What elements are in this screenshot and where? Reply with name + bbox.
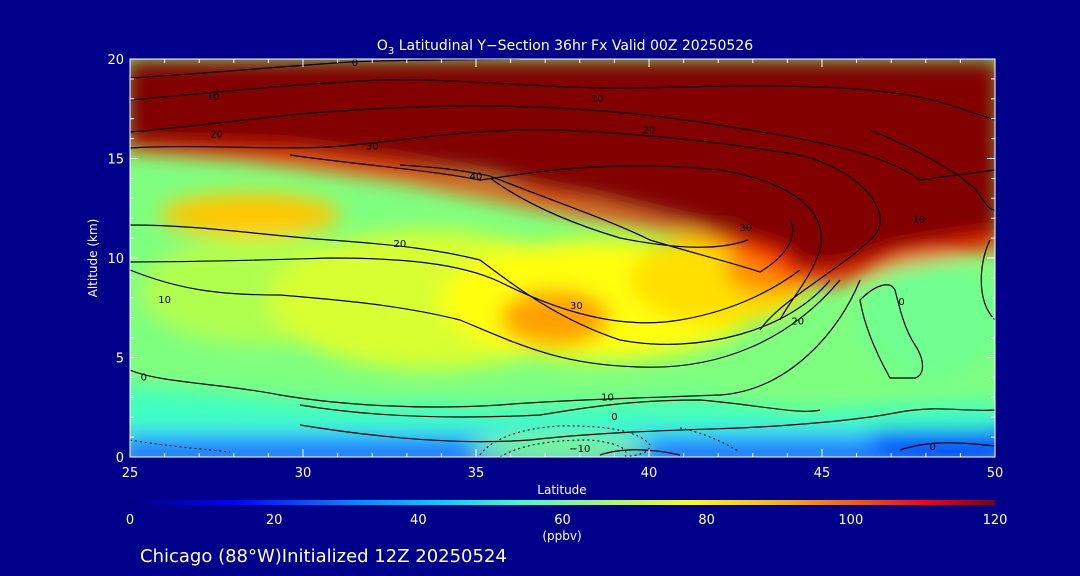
dotted-contours	[130, 425, 741, 457]
contour-60	[489, 177, 749, 248]
contour-label: 30	[366, 142, 379, 153]
x-tick-label: 35	[468, 466, 485, 481]
x-tick-label: 25	[122, 466, 139, 481]
title-o: O	[377, 38, 388, 54]
contour-label: 30	[740, 223, 753, 234]
colorbar-tick-label: 20	[266, 513, 283, 528]
contour-10-low	[299, 399, 821, 418]
colorbar-tick-label: 100	[838, 513, 863, 528]
contour-0-low	[130, 279, 861, 408]
contour-label: 10	[913, 215, 926, 226]
colorbar-ticks: 0 20 40 60 80 100 120	[126, 513, 1008, 528]
contour-0-right	[859, 284, 924, 379]
contour-label: 0	[352, 58, 358, 69]
contour-neg-low	[299, 408, 995, 443]
contour-right-top	[869, 129, 995, 211]
colorbar-tick-label: 0	[126, 513, 134, 528]
contour-10-mid	[130, 269, 841, 368]
contour-label: 30	[570, 301, 583, 312]
x-axis: 25 30 35 40 45 50	[122, 59, 1004, 481]
contour-label: 0	[898, 297, 904, 308]
contour-0-top	[130, 59, 521, 79]
contour-right-edge	[980, 239, 995, 321]
contour-40	[289, 154, 822, 321]
contour-label: 20	[394, 239, 407, 250]
contour-0-sfc-right	[899, 442, 995, 451]
title-subscript: 3	[388, 46, 394, 57]
y-tick-label: 15	[107, 153, 124, 168]
contour-50	[399, 164, 794, 273]
contour-label: 0	[611, 412, 617, 423]
contour-20-mid	[130, 224, 831, 345]
contour-neg10-right	[599, 449, 681, 456]
x-tick-label: 40	[641, 466, 658, 481]
y-axis: 0 5 10 15 20	[107, 53, 995, 466]
title-rest: Latitudinal Y−Section 36hr Fx Valid 00Z …	[394, 38, 753, 54]
contour-label: 20	[643, 126, 656, 137]
contour-labels: 0 10 10 20 20 30 40 30 10 20 10 30 20 0 0 10 0 −10 0	[141, 58, 936, 455]
contour-label: 20	[210, 130, 223, 141]
x-axis-label: Latitude	[537, 483, 586, 497]
contour-label: 10	[601, 392, 614, 403]
dotted-contour-3	[130, 439, 231, 453]
ozone-field	[130, 59, 995, 457]
footer-caption: Chicago (88°W)Initialized 12Z 20250524	[140, 546, 507, 567]
contour-label: 0	[930, 442, 936, 453]
chart-title: O3 Latitudinal Y−Section 36hr Fx Valid 0…	[377, 38, 753, 57]
y-tick-label: 0	[116, 451, 124, 466]
y-tick-label: 10	[107, 252, 124, 267]
contour-label: 10	[591, 94, 604, 105]
contour-20-top	[130, 105, 995, 181]
contour-label: 40	[470, 171, 483, 182]
colorbar-tick-label: 40	[410, 513, 427, 528]
colorbar-tick-label: 60	[554, 513, 571, 528]
dotted-contour-1	[479, 425, 651, 457]
dotted-contour-4	[679, 427, 741, 453]
x-tick-label: 45	[814, 466, 831, 481]
y-axis-label: Altitude (km)	[86, 219, 100, 298]
contour-30-mid	[130, 257, 801, 324]
y-tick-label: 5	[116, 352, 124, 367]
contour-30-top	[130, 129, 881, 331]
colorbar-tick-label: 80	[698, 513, 715, 528]
x-tick-label: 30	[295, 466, 312, 481]
dotted-contour-2	[499, 439, 627, 457]
colorbar	[130, 500, 995, 505]
colorbar-tick-label: 120	[983, 513, 1008, 528]
colorbar-unit: (ppbv)	[542, 529, 581, 543]
contour-label: −10	[569, 444, 590, 455]
contour-label: 20	[791, 317, 804, 328]
contour-label: 10	[207, 92, 220, 103]
contour-10-top	[130, 79, 995, 121]
contour-label: 0	[141, 372, 147, 383]
y-tick-label: 20	[107, 53, 124, 68]
contour-label: 10	[158, 295, 171, 306]
x-tick-label: 50	[987, 466, 1004, 481]
contour-lines	[130, 59, 995, 456]
